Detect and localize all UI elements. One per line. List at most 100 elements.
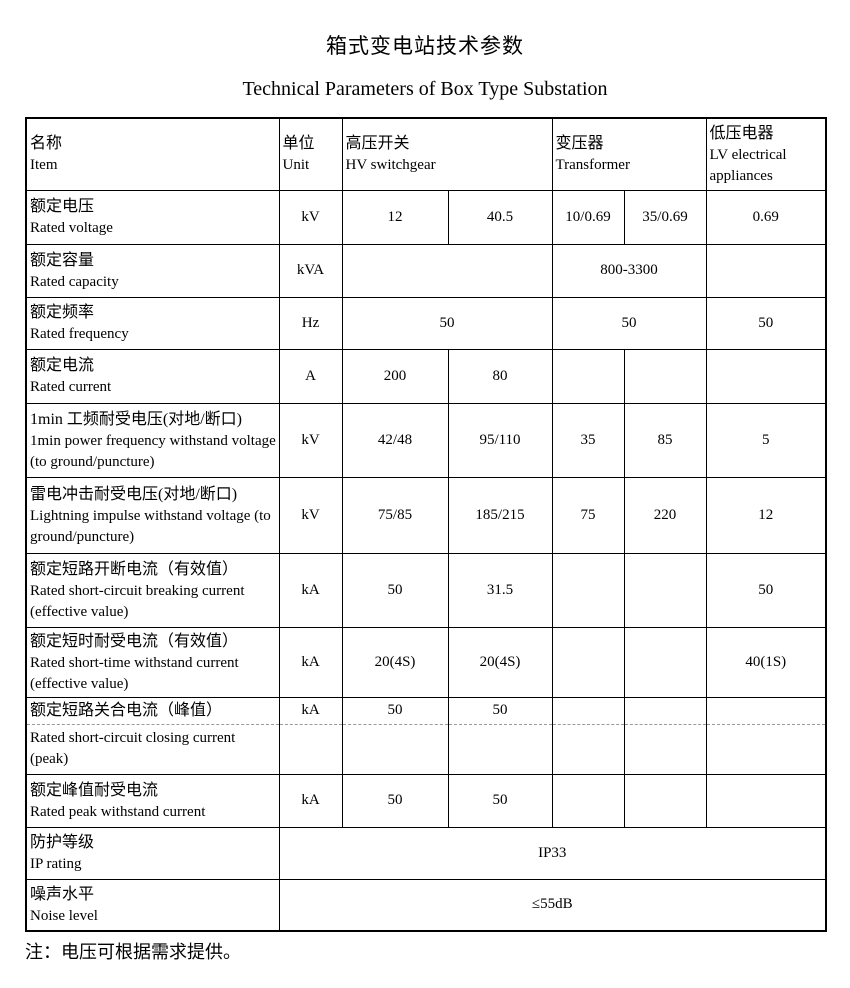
peak-withstand-zh: 额定峰值耐受电流 [30, 781, 159, 799]
rated-capacity-zh: 额定容量 [30, 251, 95, 269]
short-circuit-breaking-tr2-cell [623, 552, 707, 628]
closing-current-en-hv1-cell [341, 723, 449, 775]
lightning-impulse-unit-cell: kV [278, 476, 343, 554]
closing-current-en-unit-cell [278, 723, 343, 775]
closing-current-zh-tr2-cell [623, 696, 707, 725]
rated-frequency-lv-cell: 50 [705, 296, 827, 350]
header-hv-zh: 高压开关 [345, 135, 410, 153]
closing-current-zh-hv1-cell: 50 [341, 696, 449, 725]
closing-current-en-tr2-cell [623, 723, 707, 775]
short-time-withstand-en: Rated short-time withstand current (effe… [30, 654, 239, 692]
lightning-impulse-zh: 雷电冲击耐受电压(对地/断口) [30, 485, 238, 503]
header-hv-switchgear-cell: 高压开关 HV switchgear [341, 117, 553, 191]
page-title-chinese: 箱式变电站技术参数 [326, 34, 524, 58]
closing-current-en-row: Rated short-circuit closing current (pea… [25, 723, 827, 775]
closing-current-en-lv-cell [705, 723, 827, 775]
header-item-zh: 名称 [30, 135, 63, 153]
short-circuit-breaking-row: 额定短路开断电流（有效值） Rated short-circuit breaki… [25, 552, 827, 628]
rated-capacity-en: Rated capacity [30, 273, 119, 290]
rated-voltage-lv-cell: 0.69 [705, 189, 827, 245]
header-unit-en: Unit [282, 157, 310, 174]
short-time-withstand-row: 额定短时耐受电流（有效值） Rated short-time withstand… [25, 626, 827, 698]
power-frequency-withstand-hv2-cell: 95/110 [447, 402, 553, 478]
power-frequency-withstand-row: 1min 工频耐受电压(对地/断口) 1min power frequency … [25, 402, 827, 478]
peak-withstand-lv-cell [705, 773, 827, 828]
rated-voltage-unit-cell: kV [278, 189, 343, 245]
header-transformer-en: Transformer [555, 157, 630, 174]
power-frequency-withstand-zh: 1min 工频耐受电压(对地/断口) [30, 410, 242, 428]
rated-voltage-hv1-cell: 12 [341, 189, 449, 245]
ip-rating-zh: 防护等级 [30, 834, 95, 851]
header-unit-cell: 单位 Unit [278, 117, 343, 191]
rated-current-hv1-cell: 200 [341, 348, 449, 404]
closing-current-zh: 额定短路关合电流（峰值） [30, 701, 223, 719]
rated-frequency-zh: 额定频率 [30, 304, 95, 321]
rated-current-row: 额定电流 Rated current A 200 80 [25, 348, 827, 404]
peak-withstand-row: 额定峰值耐受电流 Rated peak withstand current kA… [25, 773, 827, 828]
rated-frequency-hv-cell: 50 [341, 296, 553, 350]
rated-current-tr1-cell [551, 348, 625, 404]
lightning-impulse-hv2-cell: 185/215 [447, 476, 553, 554]
header-lv-appliances-cell: 低压电器 LV electrical appliances [705, 117, 827, 191]
rated-current-tr2-cell [623, 348, 707, 404]
short-circuit-breaking-tr1-cell [551, 552, 625, 628]
peak-withstand-unit-cell: kA [278, 773, 343, 828]
closing-current-en-tr1-cell [551, 723, 625, 775]
header-item-cell: 名称 Item [25, 117, 280, 191]
rated-capacity-item-cell: 额定容量 Rated capacity [25, 243, 280, 298]
lightning-impulse-tr1-cell: 75 [551, 476, 625, 554]
header-lv-zh: 低压电器 [709, 124, 774, 142]
rated-voltage-tr2-cell: 35/0.69 [623, 189, 707, 245]
rated-current-unit-cell: A [278, 348, 343, 404]
rated-frequency-item-cell: 额定频率 Rated frequency [25, 296, 280, 350]
closing-current-zh-row: 额定短路关合电流（峰值） kA 50 50 [25, 696, 827, 725]
closing-current-zh-hv2-cell: 50 [447, 696, 553, 725]
power-frequency-withstand-item-cell: 1min 工频耐受电压(对地/断口) 1min power frequency … [25, 402, 280, 478]
ip-rating-en: IP rating [30, 856, 82, 872]
short-time-withstand-lv-cell: 40(1S) [705, 626, 827, 698]
header-item-en: Item [30, 157, 58, 174]
short-time-withstand-tr2-cell [623, 626, 707, 698]
closing-current-en: Rated short-circuit closing current (pea… [30, 730, 236, 767]
ip-rating-row: 防护等级 IP rating IP33 [25, 826, 827, 880]
peak-withstand-hv1-cell: 50 [341, 773, 449, 828]
noise-level-row: 噪声水平 Noise level ≤55dB [25, 878, 827, 932]
page-title-english: Technical Parameters of Box Type Substat… [242, 78, 608, 100]
peak-withstand-item-cell: 额定峰值耐受电流 Rated peak withstand current [25, 773, 280, 828]
header-hv-en: HV switchgear [345, 157, 436, 174]
lightning-impulse-tr2-cell: 220 [623, 476, 707, 554]
rated-capacity-unit-cell: kVA [278, 243, 343, 298]
rated-voltage-item-cell: 额定电压 Rated voltage [25, 189, 280, 245]
rated-current-zh: 额定电流 [30, 357, 95, 374]
rated-capacity-row: 额定容量 Rated capacity kVA 800-3300 [25, 243, 827, 298]
closing-current-zh-item-cell: 额定短路关合电流（峰值） [25, 696, 280, 725]
short-circuit-breaking-hv2-cell: 31.5 [447, 552, 553, 628]
footnote: 注：电压可根据需求提供。 [25, 942, 241, 962]
lightning-impulse-lv-cell: 12 [705, 476, 827, 554]
short-time-withstand-item-cell: 额定短时耐受电流（有效值） Rated short-time withstand… [25, 626, 280, 698]
header-unit-zh: 单位 [282, 135, 315, 153]
noise-level-value-cell: ≤55dB [278, 878, 827, 932]
closing-current-zh-tr1-cell [551, 696, 625, 725]
short-circuit-breaking-item-cell: 额定短路开断电流（有效值） Rated short-circuit breaki… [25, 552, 280, 628]
rated-frequency-row: 额定频率 Rated frequency Hz 50 50 50 [25, 296, 827, 350]
short-circuit-breaking-lv-cell: 50 [705, 552, 827, 628]
peak-withstand-hv2-cell: 50 [447, 773, 553, 828]
noise-level-zh: 噪声水平 [30, 885, 95, 903]
technical-parameters-table: 名称 Item 单位 Unit 高压开关 HV switchgear 变压器 T… [25, 117, 827, 932]
power-frequency-withstand-en: 1min power frequency withstand voltage (… [30, 432, 276, 470]
rated-current-lv-cell [705, 348, 827, 404]
rated-voltage-en: Rated voltage [30, 220, 113, 236]
short-circuit-breaking-hv1-cell: 50 [341, 552, 449, 628]
power-frequency-withstand-lv-cell: 5 [705, 402, 827, 478]
lightning-impulse-item-cell: 雷电冲击耐受电压(对地/断口) Lightning impulse withst… [25, 476, 280, 554]
short-circuit-breaking-unit-cell: kA [278, 552, 343, 628]
closing-current-en-item-cell: Rated short-circuit closing current (pea… [25, 723, 280, 775]
short-time-withstand-zh: 额定短时耐受电流（有效值） [30, 632, 239, 650]
rated-frequency-unit-cell: Hz [278, 296, 343, 350]
rated-voltage-tr1-cell: 10/0.69 [551, 189, 625, 245]
power-frequency-withstand-tr2-cell: 85 [623, 402, 707, 478]
lightning-impulse-row: 雷电冲击耐受电压(对地/断口) Lightning impulse withst… [25, 476, 827, 554]
rated-frequency-en: Rated frequency [30, 326, 129, 342]
power-frequency-withstand-hv1-cell: 42/48 [341, 402, 449, 478]
